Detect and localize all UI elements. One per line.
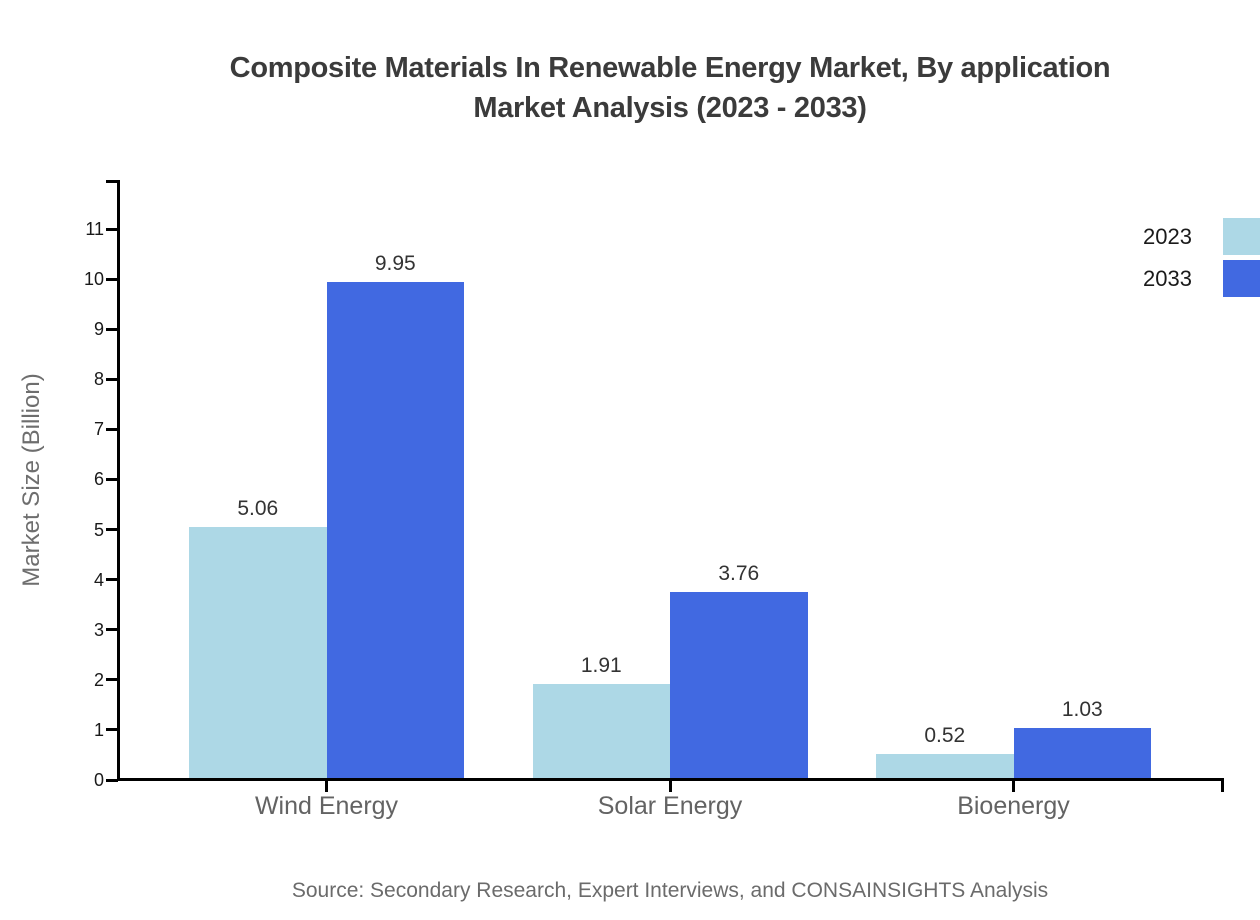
y-tick-label: 1: [93, 719, 104, 740]
y-tick: [106, 327, 118, 331]
y-tick: [106, 578, 118, 582]
y-tick: [106, 528, 118, 532]
value-label: 1.91: [580, 654, 622, 678]
legend-swatch: [1223, 218, 1260, 255]
bar-wind-energy-2033: [326, 281, 464, 780]
value-label: 5.06: [237, 496, 279, 520]
value-label: 9.95: [374, 251, 416, 275]
y-tick: [106, 477, 118, 481]
y-tick-label: 2: [93, 669, 104, 690]
bar-solar-energy-2033: [670, 591, 808, 780]
y-tick-label: 4: [93, 569, 104, 590]
legend-label: 2023: [1143, 224, 1192, 249]
y-tick-label: 7: [93, 419, 104, 440]
y-tick-label: 0: [93, 770, 104, 790]
y-tick-label: 8: [93, 369, 104, 390]
chart-title-line1: Composite Materials In Renewable Energy …: [229, 52, 1111, 84]
y-tick-label: 11: [85, 219, 104, 239]
y-tick-label: 6: [93, 469, 104, 490]
y-tick: [106, 427, 118, 431]
y-tick: [106, 227, 118, 231]
y-tick: [106, 277, 118, 281]
bar-bioenergy-2033: [1013, 728, 1151, 780]
x-category-label: Bioenergy: [957, 792, 1070, 820]
bar-solar-energy-2023: [532, 684, 670, 780]
legend-swatch: [1223, 260, 1260, 297]
y-tick: [106, 728, 118, 732]
bar-bioenergy-2023: [876, 753, 1014, 780]
y-axis-line: [117, 180, 120, 781]
y-tick-label: 5: [93, 519, 104, 540]
y-tick: [106, 778, 118, 782]
y-tick: [106, 678, 118, 682]
x-category-label: Wind Energy: [254, 792, 399, 820]
legend-entry-2033: 2033: [1050, 260, 1260, 297]
y-tick: [106, 628, 118, 632]
x-category-label: Solar Energy: [597, 792, 743, 820]
source-text: Source: Secondary Research, Expert Inter…: [291, 879, 1049, 902]
value-label: 3.76: [718, 561, 760, 585]
x-tick: [325, 778, 328, 792]
y-tick: [106, 377, 118, 381]
legend-label: 2033: [1143, 266, 1192, 291]
y-tick-label: 10: [83, 269, 104, 290]
y-tick-label: 9: [93, 319, 104, 340]
value-label: 1.03: [1061, 698, 1103, 722]
x-axis-end-tick: [1221, 778, 1224, 792]
bar-wind-energy-2023: [189, 526, 327, 780]
y-axis-end-tick: [106, 180, 118, 183]
x-tick: [1012, 778, 1015, 792]
chart-title: Composite Materials In Renewable Energy …: [80, 48, 1260, 128]
legend-entry-2023: 2023: [1050, 218, 1260, 255]
x-tick: [668, 778, 672, 792]
y-tick-label: 3: [93, 619, 104, 640]
chart-title-line2: Market Analysis (2023 - 2033): [473, 92, 867, 124]
value-label: 0.52: [924, 723, 966, 747]
legend: 2023 2033: [1050, 218, 1260, 302]
